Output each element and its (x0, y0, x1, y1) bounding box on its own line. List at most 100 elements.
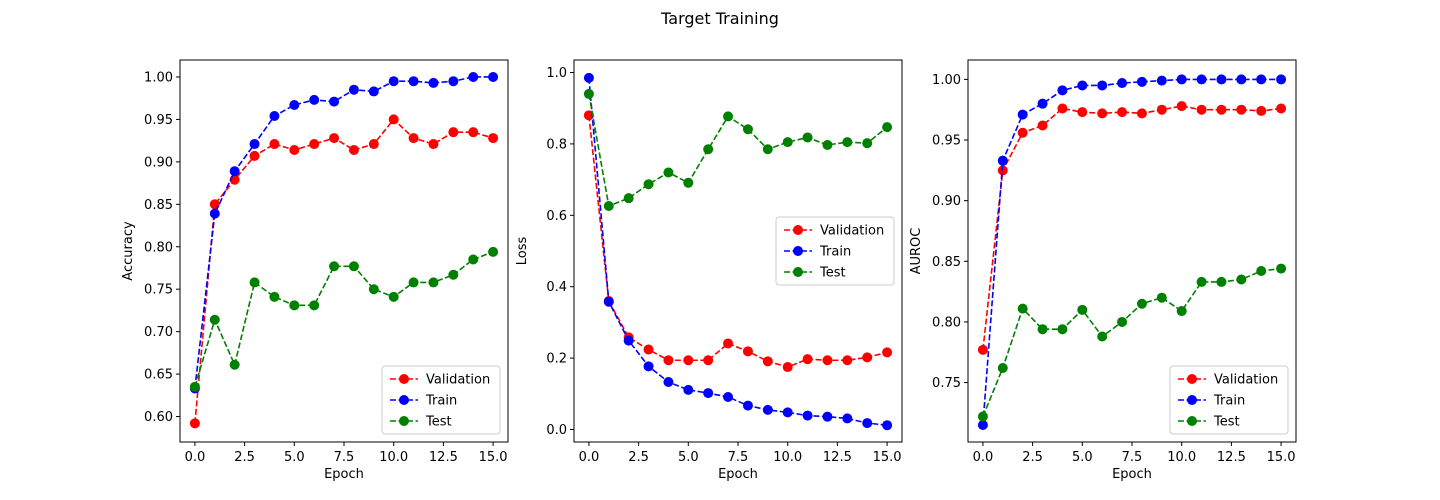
series-validation (977, 101, 1287, 355)
data-point (329, 96, 340, 107)
data-point (1196, 104, 1207, 115)
data-point (1077, 107, 1088, 118)
data-point (289, 300, 300, 311)
y-tick-label: 1.0 (546, 66, 567, 81)
x-tick-label: 12.5 (823, 450, 852, 465)
data-point (269, 111, 280, 122)
y-tick-label: 0.2 (546, 352, 567, 367)
data-point (643, 361, 654, 372)
data-point (1017, 109, 1028, 120)
data-point (1256, 105, 1267, 116)
y-tick-label: 0.0 (546, 423, 567, 438)
data-point (428, 277, 439, 288)
data-point (468, 71, 479, 82)
data-point (1037, 120, 1048, 131)
legend-swatch-marker (399, 395, 409, 405)
data-point (488, 246, 499, 257)
data-point (249, 277, 260, 288)
data-point (1037, 98, 1048, 109)
x-tick-label: 15.0 (1267, 450, 1296, 465)
y-tick-label: 0.80 (144, 240, 173, 255)
y-tick-label: 0.75 (932, 376, 961, 391)
series-train (977, 74, 1287, 431)
data-point (742, 124, 753, 135)
data-point (249, 150, 260, 161)
data-point (1216, 276, 1227, 287)
data-point (1176, 74, 1187, 85)
x-tick-label: 2.5 (234, 450, 255, 465)
data-point (1097, 80, 1108, 91)
x-tick-label: 7.5 (334, 450, 355, 465)
data-point (723, 338, 734, 349)
x-tick-label: 15.0 (873, 450, 902, 465)
y-tick-label: 0.85 (144, 198, 173, 213)
data-point (862, 352, 873, 363)
data-point (408, 277, 419, 288)
data-point (977, 420, 988, 431)
data-point (1017, 303, 1028, 314)
x-tick-label: 12.5 (1217, 450, 1246, 465)
series-line (588, 115, 888, 368)
legend: Validation Train Test (381, 365, 501, 435)
data-point (1236, 104, 1247, 115)
series-line (194, 118, 494, 424)
data-point (1117, 316, 1128, 327)
series-line (194, 251, 494, 388)
legend-entry: Test (425, 415, 452, 430)
data-point (583, 72, 594, 83)
data-point (1196, 74, 1207, 85)
y-axis-label: Loss (515, 237, 530, 266)
data-point (782, 362, 793, 373)
data-point (683, 177, 694, 188)
legend-entry: Train (425, 394, 457, 409)
x-tick-label: 7.5 (728, 450, 749, 465)
data-point (1136, 76, 1147, 87)
legend-entry: Test (819, 266, 846, 281)
data-point (802, 132, 813, 143)
data-point (663, 377, 674, 388)
series-train (189, 71, 499, 394)
x-tick-label: 2.5 (628, 450, 649, 465)
series-line (982, 78, 1282, 426)
data-point (997, 363, 1008, 374)
data-point (663, 167, 674, 178)
data-point (977, 411, 988, 422)
data-point (488, 133, 499, 144)
data-point (1236, 74, 1247, 85)
data-point (408, 133, 419, 144)
data-point (309, 139, 320, 150)
data-point (289, 144, 300, 155)
legend-entry: Validation (820, 224, 884, 239)
data-point (348, 261, 359, 272)
data-point (997, 155, 1008, 166)
x-axis-label: Epoch (324, 467, 364, 482)
data-point (309, 300, 320, 311)
legend-swatch-marker (399, 416, 409, 426)
data-point (1077, 304, 1088, 315)
data-point (428, 139, 439, 150)
x-tick-label: 10.0 (1167, 450, 1196, 465)
data-point (643, 179, 654, 190)
data-point (189, 381, 200, 392)
data-point (229, 166, 240, 177)
legend-swatch-marker (1187, 374, 1197, 384)
panel-1: 0.0 2.5 5.0 7.5 10.0 12.5 15.0 0.60 0.65 0.70 0.75… (121, 59, 509, 482)
data-point (289, 99, 300, 110)
data-point (309, 94, 320, 105)
y-tick-label: 0.90 (932, 194, 961, 209)
legend-swatch-marker (793, 246, 803, 256)
data-point (269, 139, 280, 150)
series-line (982, 267, 1282, 417)
y-tick-label: 0.65 (144, 368, 173, 383)
panel-2: 0.0 2.5 5.0 7.5 10.0 12.5 15.0 0.0 0.2 0.4 0.6 0.8 1… (515, 59, 903, 482)
y-tick-label: 0.70 (144, 325, 173, 340)
legend-swatch-marker (793, 267, 803, 277)
data-point (209, 208, 220, 219)
data-point (603, 201, 614, 212)
x-tick-label: 5.0 (678, 450, 699, 465)
x-axis-label: Epoch (1112, 467, 1152, 482)
data-point (269, 291, 280, 302)
y-tick-label: 0.85 (932, 255, 961, 270)
legend-swatch-marker (399, 374, 409, 384)
